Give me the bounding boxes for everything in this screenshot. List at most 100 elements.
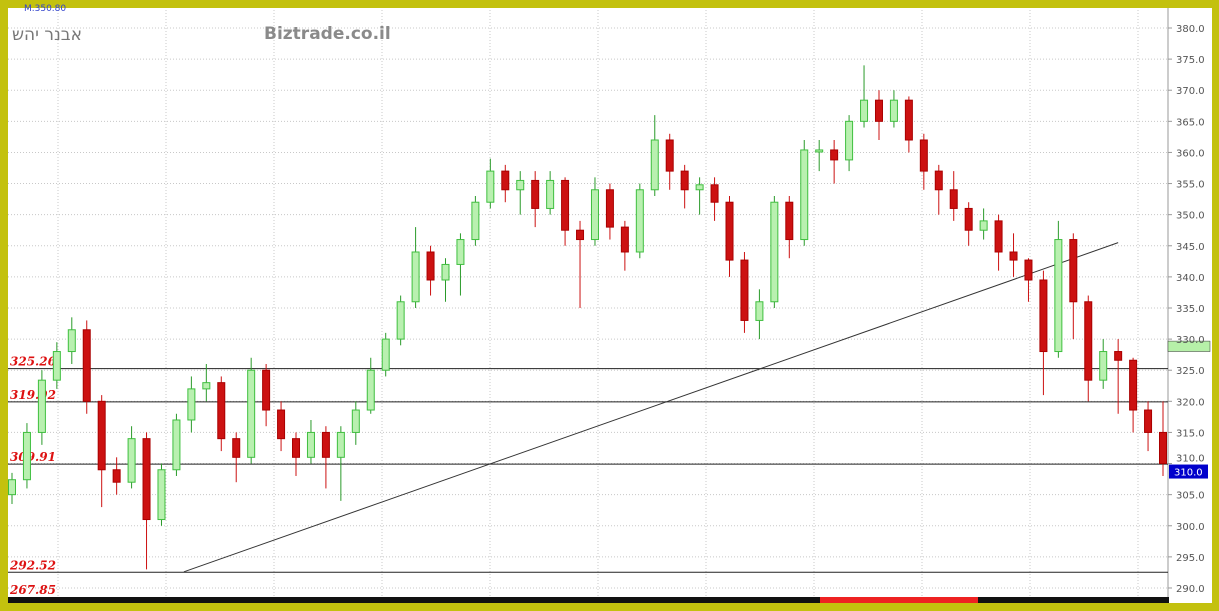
candle-body-down — [934, 170, 943, 191]
candle-body-down — [217, 382, 226, 440]
candle — [202, 363, 211, 402]
candle — [889, 90, 898, 128]
y-tick-label: 345.0 — [1176, 242, 1205, 253]
candle — [770, 195, 779, 308]
candle-body-up — [770, 201, 779, 303]
candle-body-down — [561, 179, 570, 231]
candle — [650, 115, 659, 196]
candle — [247, 357, 256, 464]
candle — [725, 195, 734, 277]
candle — [187, 376, 196, 433]
candle-body-up — [172, 419, 181, 471]
candle — [82, 320, 91, 414]
candle — [516, 171, 525, 215]
candle — [52, 342, 61, 389]
candle-body-down — [1144, 409, 1153, 433]
candle — [262, 363, 271, 427]
candle-body-down — [262, 369, 271, 411]
level-label: 319.92 — [10, 388, 56, 402]
candle — [456, 233, 465, 296]
candle — [8, 472, 16, 504]
candle-body-down — [321, 431, 330, 458]
candle — [979, 208, 988, 240]
candle-body-down — [994, 220, 1003, 253]
candle — [710, 177, 719, 221]
candle-body-up — [800, 149, 809, 241]
candle-body-up — [67, 329, 76, 353]
candle — [605, 183, 614, 240]
candle — [845, 115, 854, 172]
candle-body-down — [426, 251, 435, 281]
candle-body-up — [187, 388, 196, 421]
candle-body-up — [396, 301, 405, 340]
candle-body-down — [97, 400, 106, 471]
candle-body-down — [919, 139, 928, 172]
candle — [904, 96, 913, 153]
time-axis-strip — [8, 597, 1169, 603]
author-watermark: אבנר יהש — [12, 25, 82, 45]
candle-body-down — [1129, 359, 1138, 411]
candle — [321, 426, 330, 489]
y-tick-label: 325.0 — [1176, 366, 1205, 377]
y-tick-label: 375.0 — [1176, 55, 1205, 66]
candle — [695, 177, 704, 215]
current-price-box — [1169, 464, 1208, 479]
candle — [396, 295, 405, 346]
candle — [665, 133, 674, 190]
candle-body-down — [665, 139, 674, 172]
candle-body-down — [710, 184, 719, 203]
candle — [277, 401, 286, 452]
candle-body-down — [1084, 301, 1093, 381]
y-tick-label: 320.0 — [1176, 397, 1205, 408]
candle-body-up — [411, 251, 420, 303]
candle — [561, 177, 570, 246]
candle — [635, 183, 644, 259]
candle-body-down — [1069, 239, 1078, 303]
candle — [994, 214, 1003, 271]
candle — [1114, 339, 1123, 414]
candle-body-up — [22, 431, 31, 481]
y-tick-label: 370.0 — [1176, 86, 1205, 97]
level-label: 292.52 — [9, 558, 56, 572]
y-tick-label: 300.0 — [1176, 522, 1205, 533]
candle-body-down — [277, 409, 286, 440]
y-tick-label: 365.0 — [1176, 117, 1205, 128]
candle — [1159, 401, 1167, 476]
candle — [112, 457, 121, 495]
candle — [874, 90, 883, 140]
candle — [590, 177, 599, 246]
candle-body-up — [456, 239, 465, 265]
candle-body-down — [576, 229, 585, 241]
candle-body-up — [202, 382, 211, 390]
candle — [381, 332, 390, 377]
candle-body-down — [725, 201, 734, 261]
candle — [964, 202, 973, 246]
candle — [1099, 339, 1108, 389]
y-tick-label: 315.0 — [1176, 428, 1205, 439]
candle-body-up — [127, 438, 136, 483]
candle — [1144, 401, 1153, 452]
candle-body-up — [860, 99, 869, 122]
candle — [860, 65, 869, 128]
candle — [67, 317, 76, 364]
highlight-band — [1167, 340, 1211, 352]
candle-body-up — [979, 220, 988, 231]
candle-body-up — [366, 369, 375, 411]
y-tick-label: 380.0 — [1176, 24, 1205, 35]
candle — [232, 432, 241, 483]
y-tick-label: 340.0 — [1176, 273, 1205, 284]
candle — [1054, 220, 1063, 358]
candle — [306, 419, 315, 464]
candle-body-up — [695, 184, 704, 191]
candle — [411, 227, 420, 308]
candle-body-down — [904, 99, 913, 141]
chart-frame — [8, 8, 1212, 603]
candle-body-up — [815, 149, 824, 153]
candle — [501, 164, 510, 203]
candle — [949, 171, 958, 221]
candle — [576, 220, 585, 308]
candle-body-down — [1114, 351, 1123, 361]
candle — [486, 158, 495, 209]
candle-body-up — [546, 179, 555, 209]
